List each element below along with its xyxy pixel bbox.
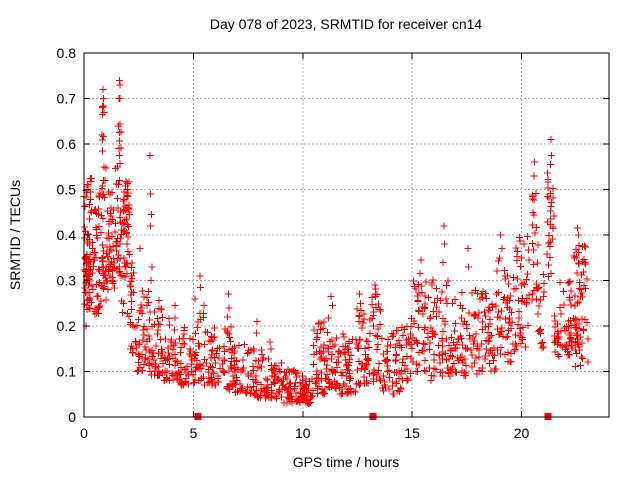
y-tick-label: 0.4 [57,227,77,243]
y-tick-label: 0.2 [57,318,77,334]
x-tick-label: 20 [514,425,530,441]
gridlines [84,53,609,417]
y-axis-label: SRMTID / TECUs [7,180,23,290]
y-tick-label: 0 [68,409,76,425]
y-tick-label: 0.3 [57,273,77,289]
axes-border-and-ticks [83,52,610,418]
x-tick-label: 5 [189,425,197,441]
x-tick-label: 15 [404,425,420,441]
chart-title: Day 078 of 2023, SRMTID for receiver cn1… [210,16,483,32]
y-tick-label: 0.8 [57,45,77,61]
y-tick-label: 0.6 [57,136,77,152]
x-tick-label: 10 [295,425,311,441]
y-tick-labels: 0 0.1 0.2 0.3 0.4 0.5 0.6 0.7 0.8 [57,45,77,425]
x-tick-label: 0 [80,425,88,441]
y-tick-label: 0.5 [57,182,77,198]
y-tick-label: 0.1 [57,364,77,380]
y-tick-label: 0.7 [57,91,77,107]
x-axis-label: GPS time / hours [293,454,400,470]
scatter-points [80,76,592,407]
x-tick-labels: 0 5 10 15 20 [80,425,529,441]
